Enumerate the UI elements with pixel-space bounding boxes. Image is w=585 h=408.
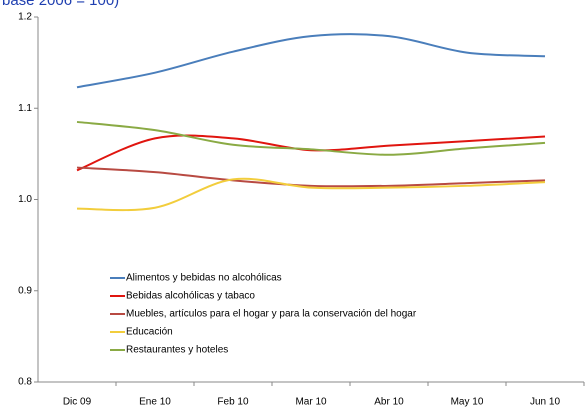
chart-title: base 2006 = 100)	[2, 0, 119, 9]
y-tick-label: 1.1	[18, 103, 32, 114]
y-tick-label: 0.8	[18, 377, 32, 388]
series-line	[76, 134, 546, 172]
y-tick-label: 1.0	[18, 194, 32, 205]
series-line	[76, 177, 546, 212]
y-tick-label: 0.9	[18, 285, 32, 296]
series-line	[76, 166, 546, 188]
x-tick-label: Dic 09	[63, 397, 92, 408]
x-tick-label: Feb 10	[217, 397, 249, 408]
x-tick-label: Ene 10	[139, 397, 171, 408]
legend-label: Alimentos y bebidas no alcohólicas	[126, 273, 282, 284]
x-tick-label: May 10	[451, 397, 484, 408]
x-tick-label: Abr 10	[374, 397, 404, 408]
legend-label: Educación	[126, 327, 173, 338]
y-tick-label: 1.2	[18, 12, 32, 23]
legend-label: Muebles, artículos para el hogar y para …	[126, 309, 417, 320]
x-tick-label: Jun 10	[530, 397, 560, 408]
legend-label: Restaurantes y hoteles	[126, 345, 228, 356]
legend-label: Bebidas alcohólicas y tabaco	[126, 291, 255, 302]
x-tick-label: Mar 10	[295, 397, 327, 408]
series-line	[76, 33, 546, 89]
series-line	[76, 120, 546, 156]
